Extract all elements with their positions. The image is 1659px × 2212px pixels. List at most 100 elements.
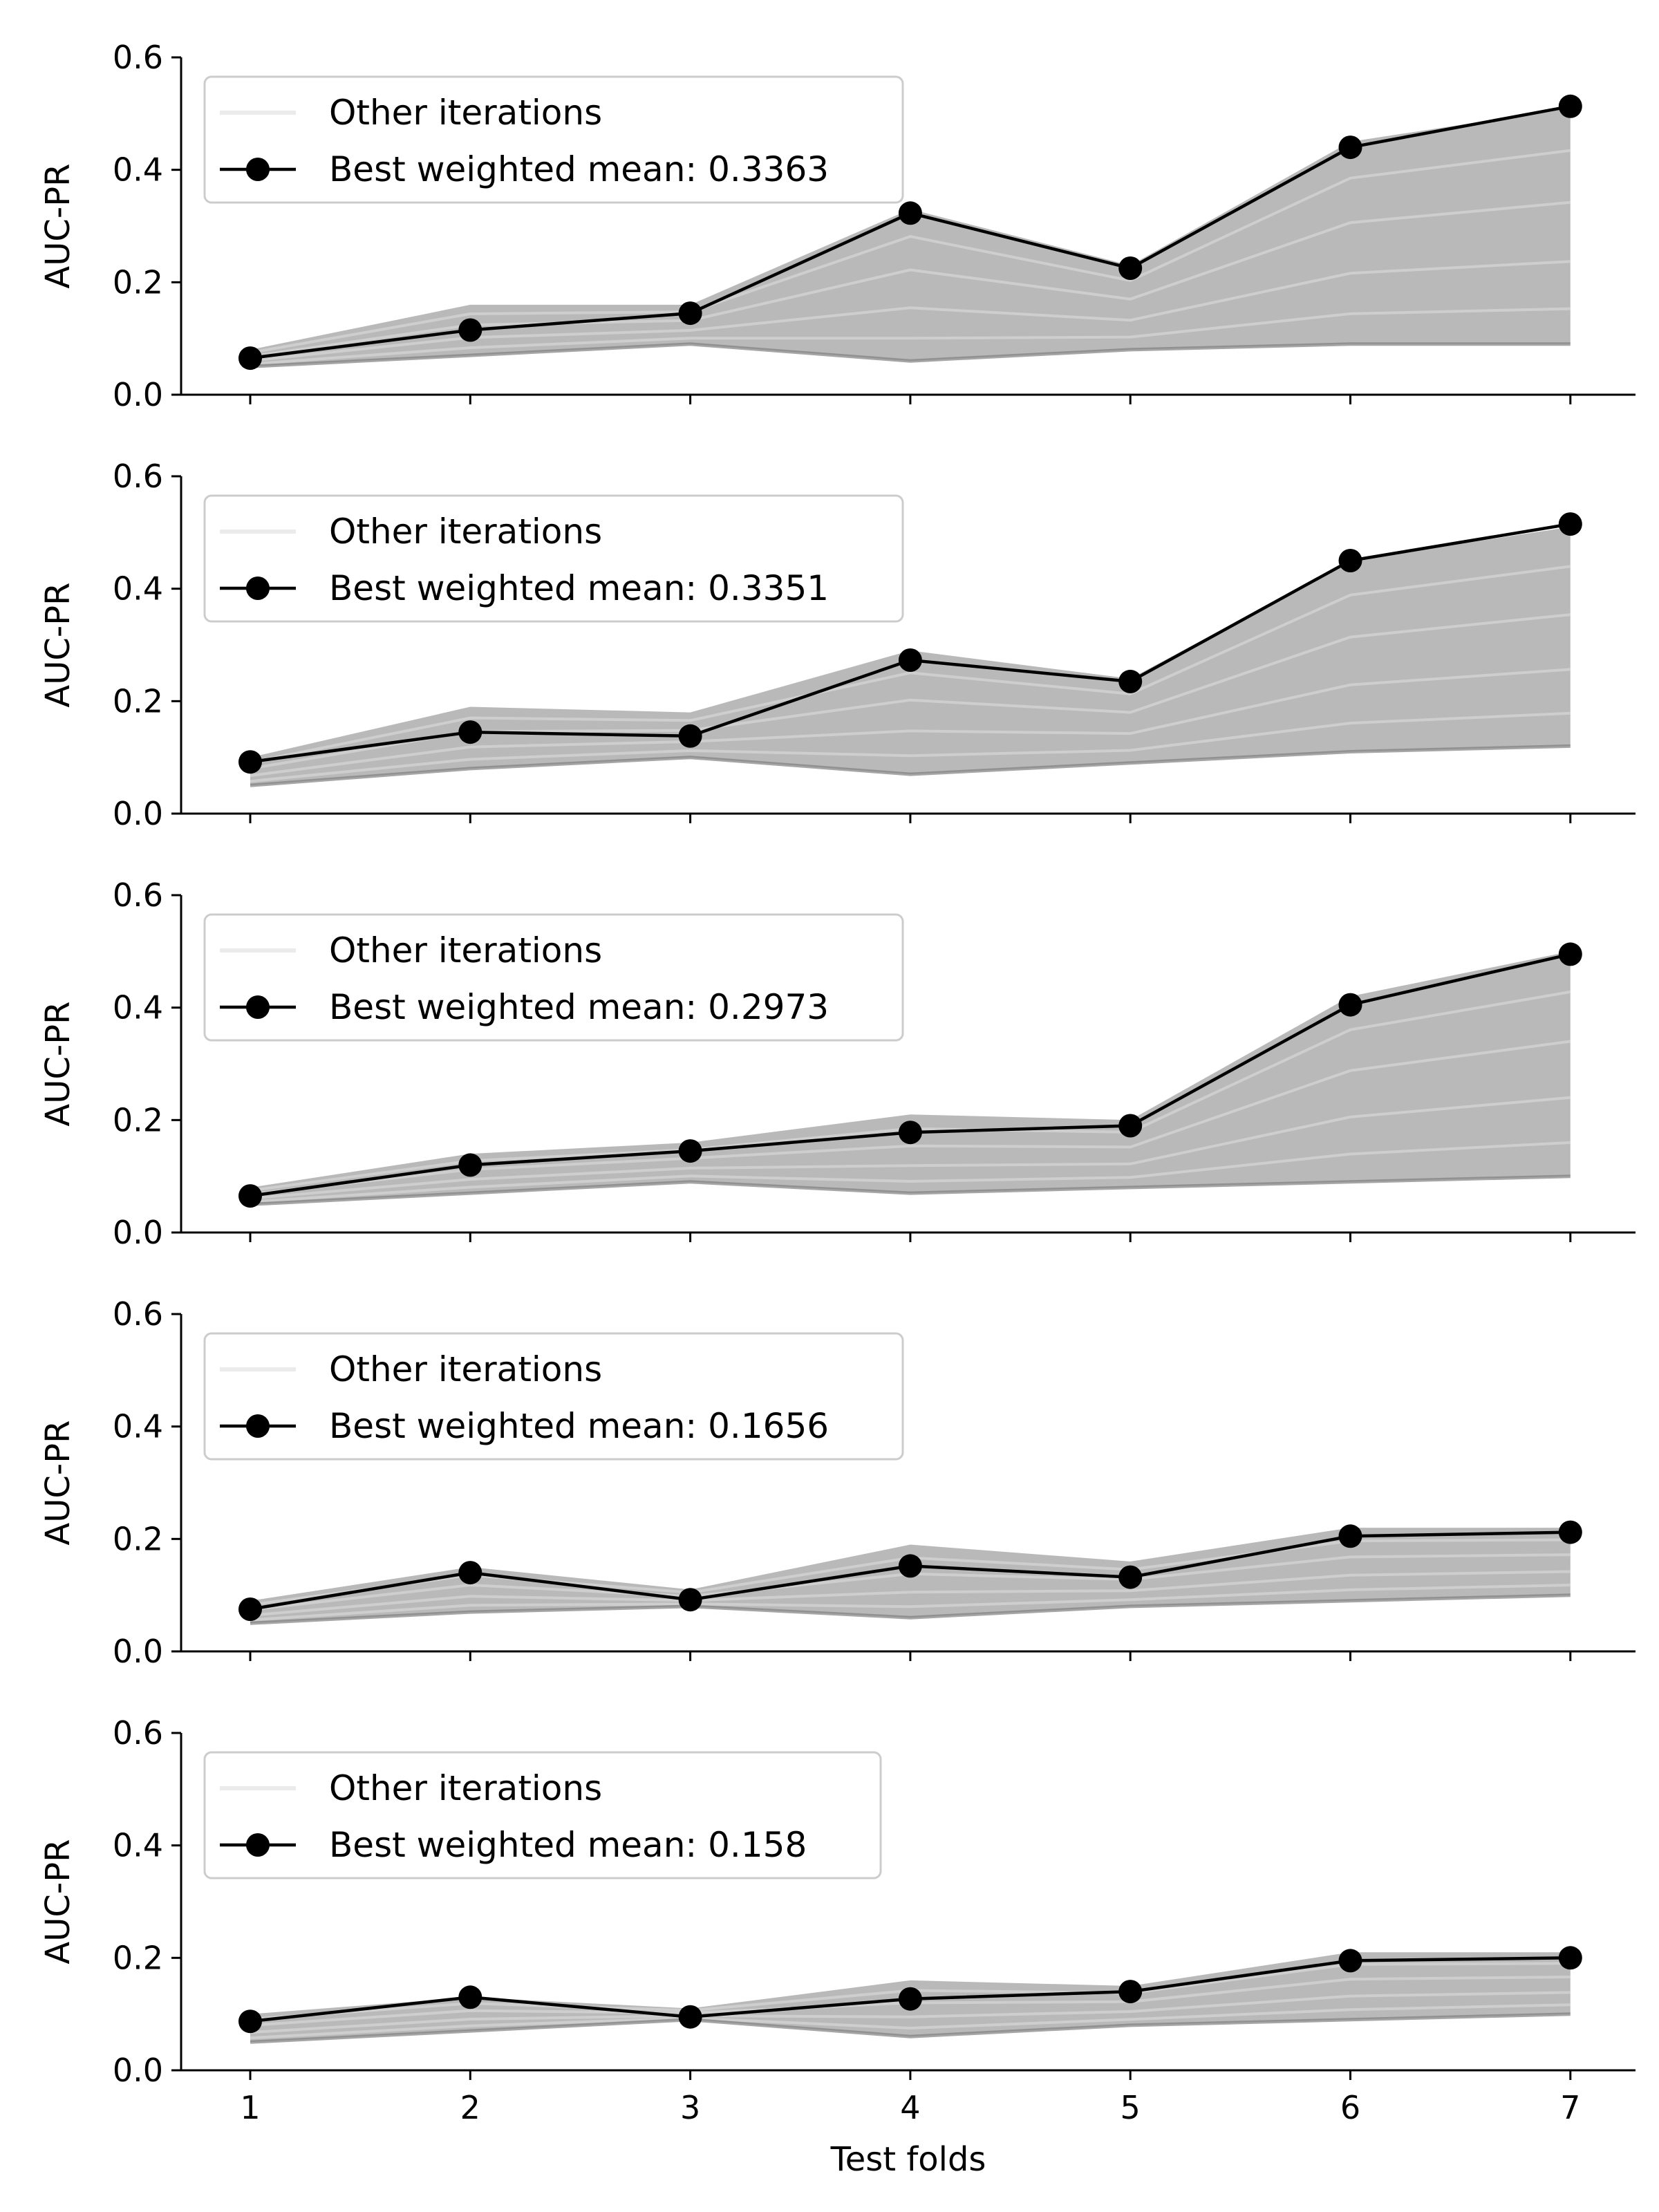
other-iteration-line [250, 307, 1571, 366]
legend-best-swatch-marker [246, 1833, 270, 1857]
y-tick-label: 0.6 [113, 39, 163, 76]
y-tick-label: 0.2 [113, 1101, 163, 1138]
x-tick-label: 3 [680, 2089, 700, 2126]
legend-best-label: Best weighted mean: 0.158 [329, 1825, 807, 1865]
legend-other-iterations-label: Other iterations [329, 1768, 602, 1808]
best-weighted-mean-point [238, 1184, 262, 1208]
y-tick-label: 0.0 [113, 376, 163, 413]
other-iteration-line [250, 1174, 1571, 1206]
best-weighted-mean-point [1118, 1565, 1143, 1589]
best-weighted-mean-point [1338, 1949, 1362, 1973]
best-weighted-mean-point [678, 2005, 702, 2029]
chart-panel-5: 0.0 0.2 0.4 0.6 1 2 3 4 5 6 7 AUC-PR Test folds Other… [39, 1714, 1635, 2179]
y-tick-label: 0.0 [113, 1633, 163, 1670]
other-iteration-line [250, 149, 1571, 355]
other-iteration-line [250, 744, 1571, 787]
y-axis-label: AUC-PR [39, 582, 77, 707]
other-iteration-line [250, 1570, 1571, 1617]
other-iteration-line [250, 1141, 1571, 1203]
y-tick-label: 0.4 [113, 1408, 163, 1445]
y-tick-label: 0.4 [113, 570, 163, 608]
legend-other-iterations-label: Other iterations [329, 930, 602, 971]
y-tick-label: 0.2 [113, 682, 163, 720]
best-weighted-mean-point [678, 1139, 702, 1163]
legend-best-swatch-marker [246, 158, 270, 181]
other-iteration-line [250, 711, 1571, 783]
chart-panel-3: 0.0 0.2 0.4 0.6 AUC-PR Other iterations Best w… [39, 877, 1635, 1251]
best-weighted-mean-point [458, 1561, 482, 1585]
best-weighted-mean-point [458, 720, 482, 744]
best-weighted-mean-point [898, 1987, 922, 2011]
y-tick-label: 0.2 [113, 263, 163, 301]
chart-panel-4: 0.0 0.2 0.4 0.6 AUC-PR Other iterations Best w… [39, 1295, 1635, 1670]
y-tick-label: 0.2 [113, 1520, 163, 1557]
legend-best-label: Best weighted mean: 0.2973 [329, 987, 829, 1027]
best-weighted-mean-point [458, 318, 482, 342]
legend-best-label: Best weighted mean: 0.1656 [329, 1406, 829, 1446]
other-iteration-line [250, 668, 1571, 778]
legend-other-iterations-label: Other iterations [329, 93, 602, 133]
legend-box [203, 494, 904, 623]
best-weighted-mean-point [898, 1121, 922, 1145]
y-tick-label: 0.6 [113, 1714, 163, 1752]
other-iteration-line [250, 1096, 1571, 1200]
y-tick-label: 0.6 [113, 1295, 163, 1333]
y-axis-label: AUC-PR [39, 1001, 77, 1126]
other-iteration-line [250, 2003, 1571, 2040]
x-tick-label: 4 [900, 2089, 920, 2126]
best-weighted-mean-point [1558, 1520, 1582, 1544]
legend: Other iterations Best weighted mean: 0.29… [203, 913, 904, 1042]
other-iteration-line [250, 1991, 1571, 2034]
x-tick-label: 2 [460, 2089, 480, 2126]
best-weighted-mean-point [458, 1985, 482, 2009]
legend-best-swatch-marker [246, 1414, 270, 1438]
other-iteration-line [250, 565, 1571, 764]
legend-box [203, 1751, 882, 1880]
y-axis-label: AUC-PR [39, 1420, 77, 1545]
best-weighted-mean-point [1558, 942, 1582, 966]
best-weighted-mean-point [1118, 256, 1143, 280]
legend-box [203, 1332, 904, 1461]
y-tick-label: 0.4 [113, 151, 163, 189]
y-tick-label: 0.0 [113, 795, 163, 832]
legend-box [203, 75, 904, 204]
best-weighted-mean-point [678, 724, 702, 748]
y-tick-label: 0.0 [113, 1214, 163, 1251]
y-tick-label: 0.6 [113, 458, 163, 495]
legend: Other iterations Best weighted mean: 0.16… [203, 1332, 904, 1461]
legend: Other iterations Best weighted mean: 0.15… [203, 1751, 882, 1880]
best-weighted-mean-point [898, 648, 922, 672]
other-iteration-line [250, 342, 1571, 368]
best-weighted-mean-point [678, 1588, 702, 1612]
best-weighted-mean-point [458, 1153, 482, 1177]
best-weighted-mean-point [238, 2009, 262, 2034]
best-weighted-mean-point [238, 750, 262, 774]
y-tick-label: 0.4 [113, 989, 163, 1027]
x-tick-label: 5 [1121, 2089, 1141, 2126]
x-axis-label: Test folds [830, 2140, 986, 2179]
y-tick-label: 0.2 [113, 1939, 163, 1976]
y-axis-label: AUC-PR [39, 1839, 77, 1964]
y-tick-label: 0.4 [113, 1827, 163, 1864]
chart-panel-2: 0.0 0.2 0.4 0.6 AUC-PR Other iterations Best w… [39, 458, 1635, 832]
legend-other-iterations-label: Other iterations [329, 1349, 602, 1389]
legend-best-swatch-marker [246, 995, 270, 1019]
best-weighted-mean-point [1118, 669, 1143, 693]
x-tick-label: 6 [1340, 2089, 1360, 2126]
best-weighted-mean-point [1558, 1946, 1582, 1970]
best-weighted-mean-point [1338, 993, 1362, 1017]
best-weighted-mean-point [1338, 1524, 1362, 1548]
legend-best-swatch-marker [246, 577, 270, 600]
best-weighted-mean-point [898, 1554, 922, 1578]
best-weighted-mean-point [1558, 94, 1582, 118]
y-axis-label: AUC-PR [39, 163, 77, 288]
y-tick-label: 0.6 [113, 877, 163, 914]
best-weighted-mean-point [1338, 135, 1362, 160]
best-weighted-mean-point [1338, 549, 1362, 572]
best-weighted-mean-point [238, 346, 262, 371]
x-tick-label: 1 [240, 2089, 260, 2126]
best-weighted-mean-point [678, 301, 702, 326]
other-iteration-line [250, 2012, 1571, 2044]
best-weighted-mean-point [1118, 1980, 1143, 2004]
